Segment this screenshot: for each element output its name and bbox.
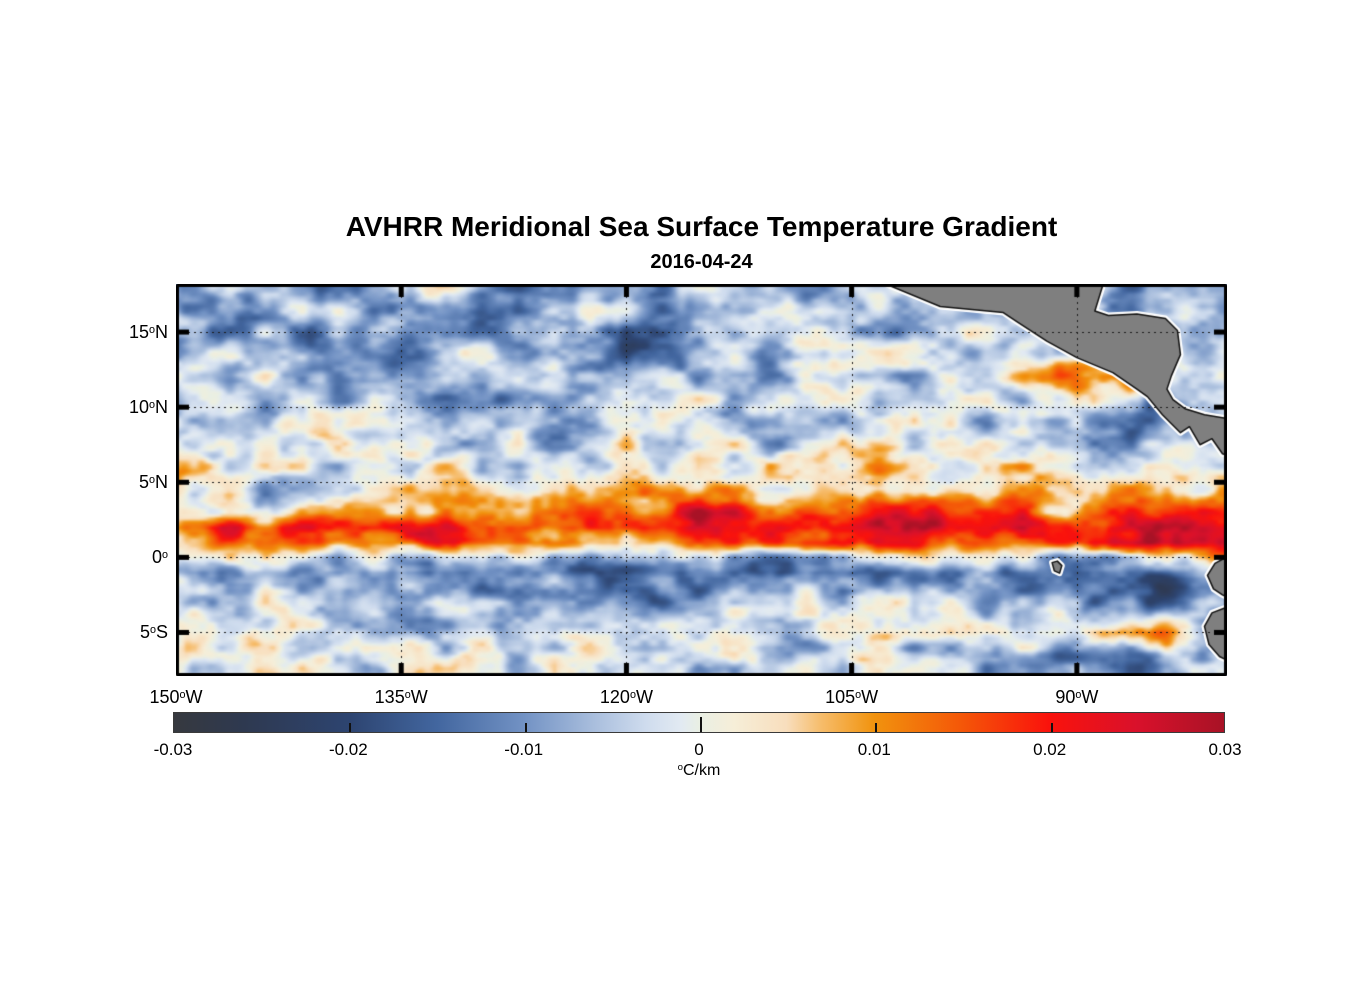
y-tick-label-15N: 15oN: [128, 322, 168, 343]
y-tick-label-0deg: 0o: [151, 547, 168, 568]
sst-gradient-heatmap: [176, 284, 1227, 676]
unit-text: C/km: [683, 762, 721, 779]
x-tick-label-135W: 135oW: [374, 687, 428, 707]
colorbar-tick: [349, 723, 351, 732]
colorbar: [173, 712, 1225, 733]
colorbar-gradient: [174, 713, 1224, 732]
colorbar-label--0.02: -0.02: [328, 740, 368, 759]
colorbar-tick: [700, 717, 702, 732]
y-tick-label-10N: 10oN: [128, 397, 168, 418]
colorbar-label-0.03: 0.03: [1208, 740, 1242, 759]
x-tick-label-150W: 150oW: [149, 687, 203, 707]
x-tick-label-120W: 120oW: [599, 687, 653, 707]
x-tick-label-105W: 105oW: [825, 687, 879, 707]
degree-symbol: o: [677, 762, 683, 774]
chart-subtitle: 2016-04-24: [650, 251, 753, 273]
x-tick-label-90W: 90oW: [1055, 687, 1099, 707]
colorbar-label-0: 0: [694, 740, 704, 759]
colorbar-label-0.01: 0.01: [857, 740, 891, 759]
y-tick-label-5N: 5oN: [138, 472, 168, 493]
colorbar-tick: [1051, 723, 1053, 732]
colorbar-label-0.02: 0.02: [1033, 740, 1067, 759]
colorbar-label--0.03: -0.03: [153, 740, 193, 759]
y-tick-label-5S: 5oS: [139, 622, 168, 643]
colorbar-tick: [525, 723, 527, 732]
chart-title: AVHRR Meridional Sea Surface Temperature…: [345, 211, 1058, 242]
colorbar-tick: [875, 723, 877, 732]
colorbar-unit-label: oC/km: [173, 762, 1225, 780]
colorbar-label--0.01: -0.01: [504, 740, 544, 759]
